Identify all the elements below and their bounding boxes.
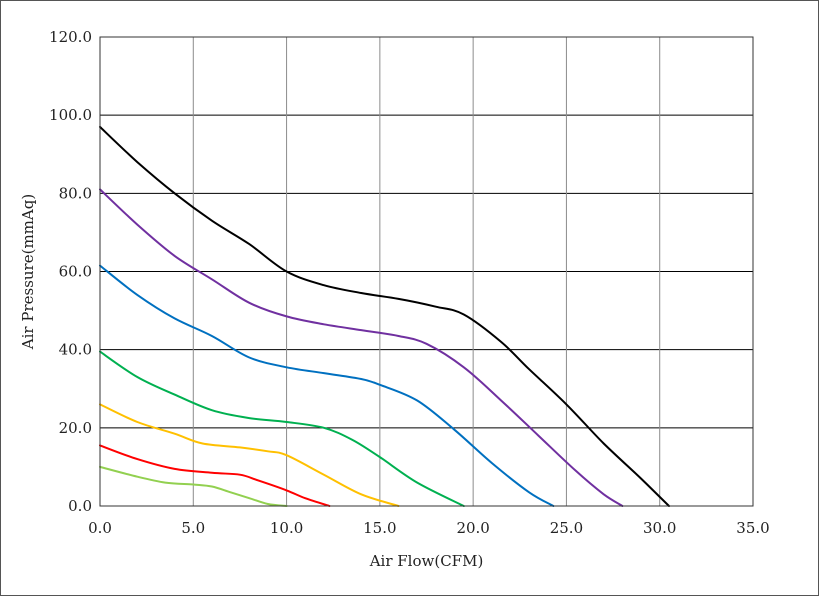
series-line-1 (99, 125, 670, 507)
series-line-5 (99, 403, 400, 507)
series-line-6 (99, 444, 331, 507)
y-tick-label: 80.0 (59, 184, 92, 202)
x-axis-title: Air Flow(CFM) (369, 552, 484, 570)
plot-frame (99, 36, 754, 507)
y-tick-label: 40.0 (59, 341, 92, 359)
y-tick-label: 0.0 (68, 497, 92, 515)
y-tick-label: 60.0 (59, 263, 92, 281)
x-tick-label: 5.0 (181, 519, 205, 537)
y-tick-label: 20.0 (59, 419, 92, 437)
x-tick-label: 25.0 (550, 519, 583, 537)
x-tick-label: 10.0 (270, 519, 303, 537)
x-tick-label: 15.0 (363, 519, 396, 537)
y-tick-label: 120.0 (49, 28, 92, 46)
series-line-2 (99, 188, 624, 507)
x-axis-ticks: 0.0 5.0 10.0 15.0 20.0 25.0 30.0 35.0 (88, 519, 770, 537)
series-line-4 (99, 350, 465, 507)
series-lines (99, 125, 670, 507)
y-axis-ticks: 0.0 20.0 40.0 60.0 80.0 100.0 120.0 (49, 28, 92, 515)
x-tick-label: 35.0 (736, 519, 769, 537)
series-line-3 (99, 264, 555, 507)
series-line-7 (99, 465, 288, 507)
x-tick-label: 20.0 (456, 519, 489, 537)
grid (99, 36, 754, 507)
y-axis-title: Air Pressure(mmAq) (19, 194, 37, 350)
y-tick-label: 100.0 (49, 106, 92, 124)
x-tick-label: 0.0 (88, 519, 112, 537)
x-tick-label: 30.0 (643, 519, 676, 537)
